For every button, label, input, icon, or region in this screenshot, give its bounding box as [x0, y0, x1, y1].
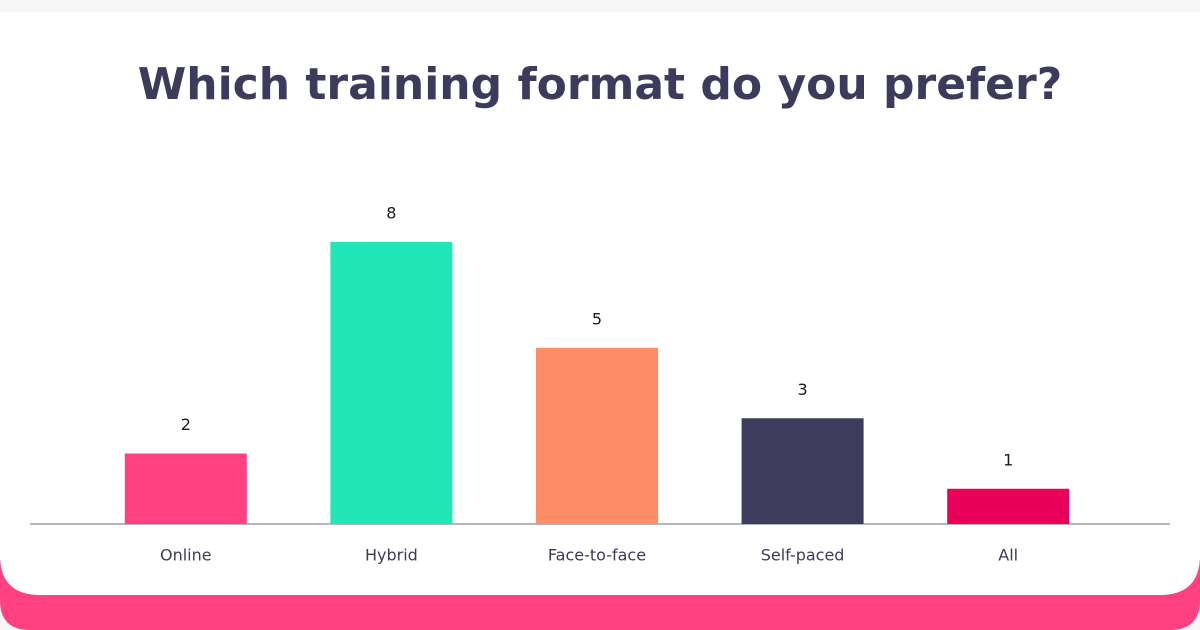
- value-label: 3: [798, 380, 808, 399]
- value-label: 8: [386, 204, 396, 223]
- x-tick-label: Self-paced: [761, 546, 845, 565]
- bar: [947, 488, 1070, 524]
- value-label: 5: [592, 309, 602, 328]
- bar: [124, 453, 247, 524]
- x-tick-label: Face-to-face: [548, 546, 646, 565]
- bar: [330, 242, 453, 524]
- x-tick-label: All: [998, 546, 1018, 565]
- chart-title: Which training format do you prefer?: [138, 59, 1063, 110]
- value-label: 2: [181, 415, 191, 434]
- card: [0, 12, 1200, 595]
- bar: [536, 347, 658, 524]
- x-tick-label: Hybrid: [365, 546, 418, 565]
- x-tick-label: Online: [160, 546, 212, 565]
- top-strip: [0, 0, 1200, 12]
- bar: [741, 418, 864, 524]
- value-label: 1: [1003, 450, 1013, 469]
